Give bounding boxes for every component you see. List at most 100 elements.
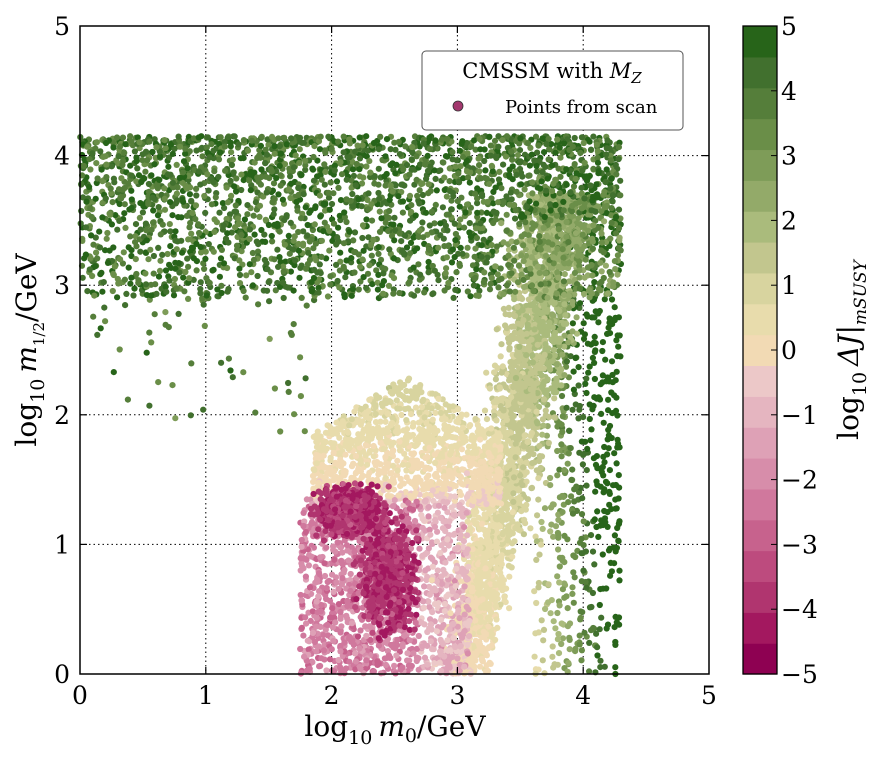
scatter-point bbox=[559, 586, 567, 593]
scatter-point bbox=[320, 632, 327, 639]
scatter-point bbox=[508, 394, 515, 401]
scatter-point bbox=[535, 584, 542, 591]
scatter-point bbox=[499, 363, 506, 370]
scatter-point bbox=[434, 404, 441, 411]
scatter-point bbox=[555, 630, 562, 638]
scatter-point bbox=[471, 663, 478, 670]
scatter-point bbox=[558, 441, 565, 448]
scatter-point bbox=[333, 419, 340, 426]
scatter-point bbox=[558, 382, 565, 389]
scatter-point bbox=[540, 396, 548, 403]
scatter-point bbox=[379, 402, 386, 409]
scatter-point bbox=[503, 585, 510, 592]
scatter-point bbox=[477, 597, 484, 604]
scatter-point bbox=[579, 609, 586, 616]
scatter-point bbox=[410, 481, 417, 488]
scatter-point bbox=[576, 300, 584, 307]
scatter-point bbox=[342, 470, 349, 477]
scatter-point bbox=[525, 438, 532, 445]
scatter-point bbox=[561, 559, 568, 566]
scatter-point bbox=[559, 428, 566, 436]
scatter-point bbox=[474, 540, 481, 547]
scatter-point bbox=[420, 396, 427, 403]
scatter-point bbox=[505, 304, 512, 311]
scatter-point bbox=[586, 668, 593, 675]
scatter-point bbox=[558, 640, 565, 648]
scatter-point bbox=[514, 422, 521, 429]
scatter-point bbox=[500, 477, 508, 484]
scatter-point bbox=[330, 440, 337, 447]
scatter-point bbox=[581, 274, 588, 281]
scatter-point bbox=[554, 636, 562, 643]
scatter-point bbox=[572, 648, 579, 655]
scatter-point bbox=[323, 464, 330, 472]
scatter-point bbox=[546, 353, 553, 360]
scatter-point bbox=[589, 589, 597, 597]
scatter-point bbox=[309, 472, 317, 480]
scatter-point bbox=[561, 343, 568, 350]
scatter-point bbox=[554, 609, 561, 617]
scatter-point bbox=[609, 410, 616, 417]
scatter-point bbox=[357, 460, 364, 467]
scatter-point bbox=[575, 382, 582, 389]
scatter-point bbox=[350, 460, 357, 467]
scatter-point bbox=[605, 432, 613, 439]
scatter-point bbox=[508, 410, 515, 418]
scatter-point bbox=[616, 567, 623, 574]
scatter-point bbox=[538, 518, 545, 526]
scatter-point bbox=[568, 476, 575, 483]
scatter-point bbox=[426, 423, 433, 430]
scatter-point bbox=[459, 466, 466, 473]
scatter-point bbox=[561, 271, 568, 278]
scatter-point bbox=[467, 525, 474, 532]
scatter-point bbox=[576, 632, 583, 639]
scatter-point bbox=[411, 463, 418, 470]
scatter-point bbox=[583, 389, 590, 397]
scatter-point bbox=[566, 278, 573, 285]
scatter-point bbox=[520, 464, 527, 471]
scatter-point bbox=[583, 375, 590, 382]
scatter-point bbox=[509, 553, 516, 560]
scatter-point bbox=[422, 567, 429, 574]
scatter-point bbox=[505, 437, 512, 444]
scatter-point bbox=[533, 556, 540, 564]
scatter-point bbox=[419, 481, 426, 488]
scatter-point bbox=[300, 632, 307, 639]
scatter-point bbox=[500, 407, 507, 414]
scatter-point bbox=[415, 632, 422, 640]
scatter-point bbox=[576, 402, 583, 410]
scatter-point bbox=[611, 304, 618, 311]
scatter-point bbox=[483, 553, 490, 560]
scatter-point bbox=[410, 450, 418, 457]
scatter-point bbox=[569, 298, 576, 305]
scatter-point bbox=[586, 639, 593, 647]
scatter-point bbox=[555, 546, 562, 553]
scatter-point bbox=[529, 359, 537, 366]
scatter-point bbox=[513, 351, 520, 359]
scatter-point bbox=[559, 635, 567, 642]
scatter-point bbox=[455, 573, 462, 580]
scatter-point bbox=[616, 484, 623, 491]
scatter-point bbox=[604, 451, 611, 458]
scatter-point bbox=[461, 583, 468, 590]
scatter-point bbox=[528, 336, 535, 343]
scatter-point bbox=[424, 453, 431, 460]
scatter-point bbox=[447, 427, 455, 434]
scatter-point bbox=[525, 396, 532, 404]
scatter-point bbox=[484, 527, 491, 535]
scatter-point bbox=[352, 650, 359, 657]
scatter-point bbox=[554, 661, 561, 668]
scatter-point bbox=[578, 647, 586, 654]
scatter-point bbox=[575, 364, 582, 371]
scatter-point bbox=[566, 646, 573, 653]
scatter-point bbox=[491, 369, 498, 376]
scatter-point bbox=[486, 593, 493, 600]
scatter-point bbox=[616, 621, 623, 628]
scatter-point bbox=[410, 493, 418, 500]
scatter-point bbox=[468, 588, 475, 595]
scatter-point bbox=[492, 376, 499, 383]
scatter-point bbox=[604, 480, 611, 487]
scatter-point bbox=[382, 397, 389, 404]
scatter-point bbox=[343, 542, 351, 549]
scatter-point bbox=[533, 599, 540, 607]
